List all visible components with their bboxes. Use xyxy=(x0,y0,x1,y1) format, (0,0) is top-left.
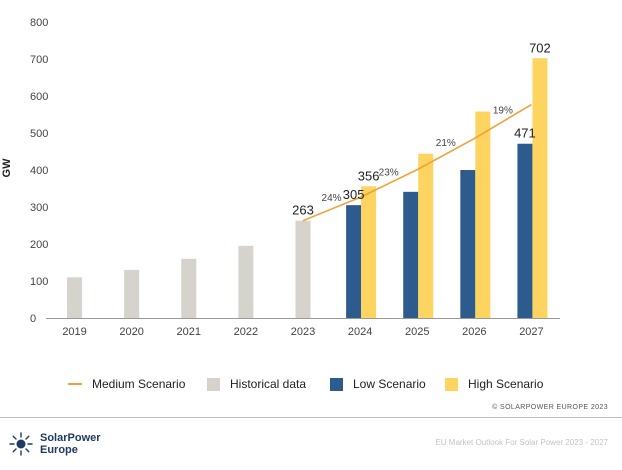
sun-logo-icon xyxy=(9,432,33,456)
bar-historical xyxy=(67,277,83,318)
copyright-text: © SOLARPOWER EUROPE 2023 xyxy=(492,404,608,411)
footer-divider xyxy=(0,417,622,418)
bar-high xyxy=(532,58,548,318)
data-label: 305 xyxy=(343,187,365,202)
legend-label-medium: Medium Scenario xyxy=(92,377,186,391)
x-tick-label: 2020 xyxy=(119,326,143,338)
data-label: 471 xyxy=(514,126,536,141)
legend-swatch-high xyxy=(445,377,458,391)
y-axis-label: GW xyxy=(1,158,13,178)
bar-historical xyxy=(238,245,254,318)
x-tick-label: 2023 xyxy=(291,326,315,338)
legend-item-low: Low Scenario xyxy=(330,375,426,393)
line-medium-scenario xyxy=(302,103,532,222)
bar-high xyxy=(475,111,491,318)
bar-historical xyxy=(295,220,311,318)
y-tick-label: 500 xyxy=(30,128,48,140)
growth-label: 23% xyxy=(379,168,399,179)
y-tick-label: 0 xyxy=(30,313,36,325)
logo-text: SolarPower Europe xyxy=(40,432,101,456)
x-tick-label: 2027 xyxy=(519,326,543,338)
data-label: 702 xyxy=(529,40,551,55)
legend-label-low: Low Scenario xyxy=(353,377,426,391)
legend-item-medium: Medium Scenario xyxy=(68,375,185,393)
bar-low xyxy=(517,143,533,318)
y-tick-label: 300 xyxy=(30,202,48,214)
legend-item-high: High Scenario xyxy=(445,375,543,393)
bar-low xyxy=(346,205,362,318)
bar-low xyxy=(403,191,419,318)
bar-low xyxy=(460,170,476,318)
x-tick-label: 2021 xyxy=(177,326,201,338)
y-tick-label: 100 xyxy=(30,276,48,288)
report-title-note: EU Market Outlook For Solar Power 2023 -… xyxy=(435,438,608,447)
x-tick-label: 2025 xyxy=(405,326,429,338)
y-tick-label: 400 xyxy=(30,165,48,177)
data-label: 263 xyxy=(292,203,314,218)
growth-label: 24% xyxy=(322,193,342,204)
growth-label: 21% xyxy=(436,138,456,149)
y-tick-label: 800 xyxy=(30,17,48,29)
logo-line-2: Europe xyxy=(40,444,78,456)
y-tick-label: 700 xyxy=(30,54,48,66)
y-tick-label: 200 xyxy=(30,239,48,251)
y-tick-label: 600 xyxy=(30,91,48,103)
legend-item-historical: Historical data xyxy=(207,375,306,393)
legend-label-high: High Scenario xyxy=(468,377,544,391)
bar-high xyxy=(418,153,434,318)
x-tick-label: 2024 xyxy=(348,326,372,338)
bar-historical xyxy=(124,269,140,318)
x-tick-label: 2019 xyxy=(62,326,86,338)
logo-line-1: SolarPower xyxy=(40,432,101,444)
legend-line-medium xyxy=(68,383,82,385)
legend-swatch-historical xyxy=(207,377,220,391)
logo: SolarPower Europe xyxy=(8,431,101,457)
bar-historical xyxy=(181,258,197,318)
bar-high xyxy=(361,186,377,318)
growth-label: 19% xyxy=(493,106,513,117)
legend-swatch-low xyxy=(330,377,343,391)
x-tick-label: 2026 xyxy=(462,326,486,338)
legend: Medium Scenario Historical data Low Scen… xyxy=(0,375,622,395)
legend-label-historical: Historical data xyxy=(230,377,307,391)
data-label: 356 xyxy=(358,168,380,183)
x-tick-label: 2022 xyxy=(234,326,258,338)
